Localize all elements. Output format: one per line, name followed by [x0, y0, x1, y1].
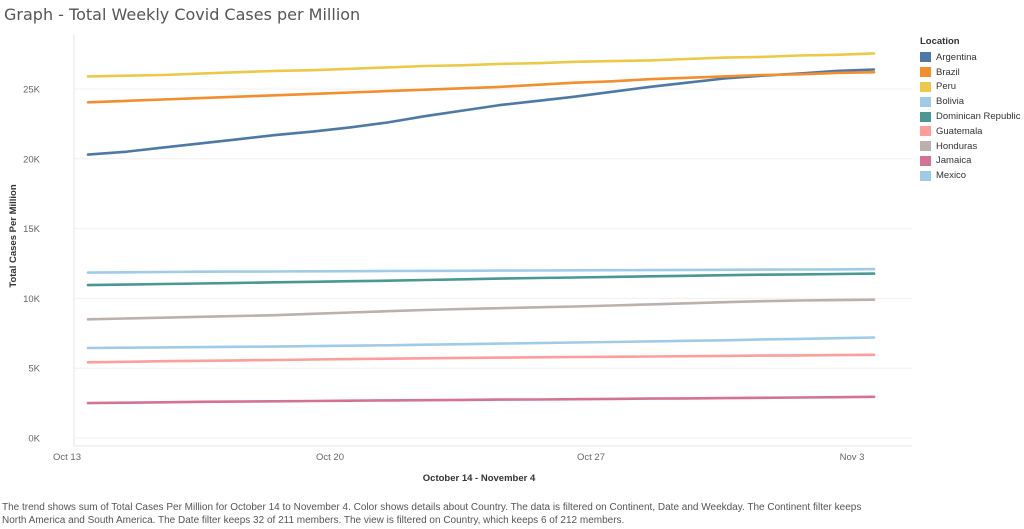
x-tick-label: Nov 3 [840, 452, 865, 463]
y-tick-label: 15K [23, 224, 41, 235]
legend-items: Argentina Brazil Peru Bolivia Dominican Repu… [920, 50, 1020, 183]
legend-swatch [920, 111, 931, 122]
series-layer [86, 52, 876, 405]
legend-swatch [920, 141, 931, 152]
axis-layer: 0K 5K 10K 15K 20K 25K Oct 13 Oct 20 Oct 27 Nov 3 O… [8, 34, 912, 484]
legend-swatch [920, 170, 931, 181]
legend[interactable]: Location Argentina Brazil Peru Bolivia Domin… [920, 36, 1020, 183]
legend-title: Location [920, 36, 960, 47]
series-line-brazil[interactable] [86, 70, 876, 104]
legend-swatch [920, 81, 931, 92]
legend-label: Guatemala [936, 125, 983, 137]
y-tick-label: 10K [23, 294, 41, 305]
legend-label: Dominican Republic [936, 111, 1021, 123]
series-line-dominican-republic[interactable] [86, 272, 876, 287]
legend-label: Bolivia [936, 96, 964, 108]
series-line-guatemala[interactable] [86, 353, 876, 364]
legend-item-honduras[interactable]: Honduras [920, 139, 1020, 154]
legend-item-argentina[interactable]: Argentina [920, 50, 1020, 65]
legend-item-guatemala[interactable]: Guatemala [920, 124, 1020, 139]
y-tick-label: 20K [23, 154, 41, 165]
legend-swatch [920, 67, 931, 78]
y-tick-label: 5K [28, 364, 40, 375]
legend-item-brazil[interactable]: Brazil [920, 65, 1020, 80]
legend-swatch [920, 155, 931, 166]
legend-item-peru[interactable]: Peru [920, 80, 1020, 95]
legend-label: Peru [936, 81, 957, 93]
y-axis-label: Total Cases Per Million [8, 184, 19, 287]
x-tick-label: Oct 20 [316, 452, 344, 463]
legend-swatch [920, 96, 931, 107]
series-line-bolivia[interactable] [86, 336, 876, 350]
legend-item-bolivia[interactable]: Bolivia [920, 94, 1020, 109]
legend-item-dominican-republic[interactable]: Dominican Republic [920, 109, 1020, 124]
caption: The trend shows sum of Total Cases Per M… [2, 502, 862, 526]
chart-title: Graph - Total Weekly Covid Cases per Mil… [4, 5, 361, 24]
x-axis-label: October 14 - November 4 [423, 473, 536, 484]
series-line-jamaica[interactable] [86, 395, 876, 405]
series-line-mexico[interactable] [86, 267, 876, 274]
series-line-honduras[interactable] [86, 298, 876, 321]
x-tick-label: Oct 27 [577, 452, 605, 463]
legend-label: Mexico [936, 170, 967, 182]
grid-layer [74, 88, 912, 439]
legend-item-mexico[interactable]: Mexico [920, 168, 1020, 183]
legend-swatch [920, 52, 931, 63]
series-line-argentina[interactable] [86, 68, 876, 156]
x-tick-label: Oct 13 [53, 452, 81, 463]
y-tick-label: 25K [23, 85, 41, 96]
legend-item-jamaica[interactable]: Jamaica [920, 154, 1020, 169]
legend-label: Brazil [936, 66, 960, 78]
legend-label: Jamaica [936, 155, 972, 167]
series-line-peru[interactable] [86, 52, 876, 78]
legend-label: Argentina [936, 51, 977, 63]
y-tick-label: 0K [28, 434, 40, 445]
legend-swatch [920, 126, 931, 137]
legend-label: Honduras [936, 140, 978, 152]
